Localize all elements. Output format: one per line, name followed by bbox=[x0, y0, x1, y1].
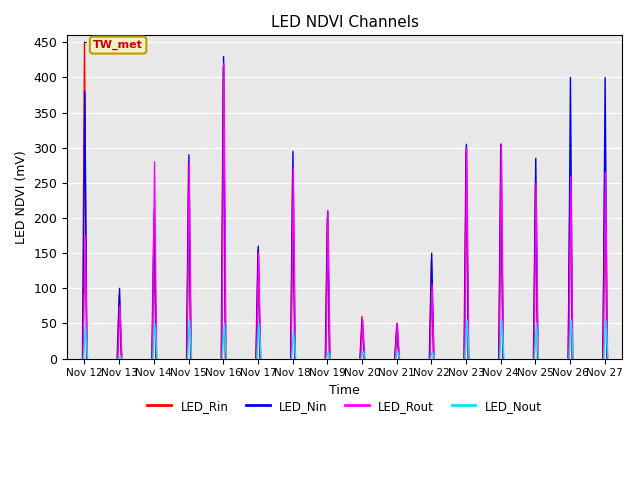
Y-axis label: LED NDVI (mV): LED NDVI (mV) bbox=[15, 150, 28, 244]
Title: LED NDVI Channels: LED NDVI Channels bbox=[271, 15, 419, 30]
Legend: LED_Rin, LED_Nin, LED_Rout, LED_Nout: LED_Rin, LED_Nin, LED_Rout, LED_Nout bbox=[143, 395, 547, 417]
Text: TW_met: TW_met bbox=[84, 40, 143, 50]
X-axis label: Time: Time bbox=[329, 384, 360, 397]
